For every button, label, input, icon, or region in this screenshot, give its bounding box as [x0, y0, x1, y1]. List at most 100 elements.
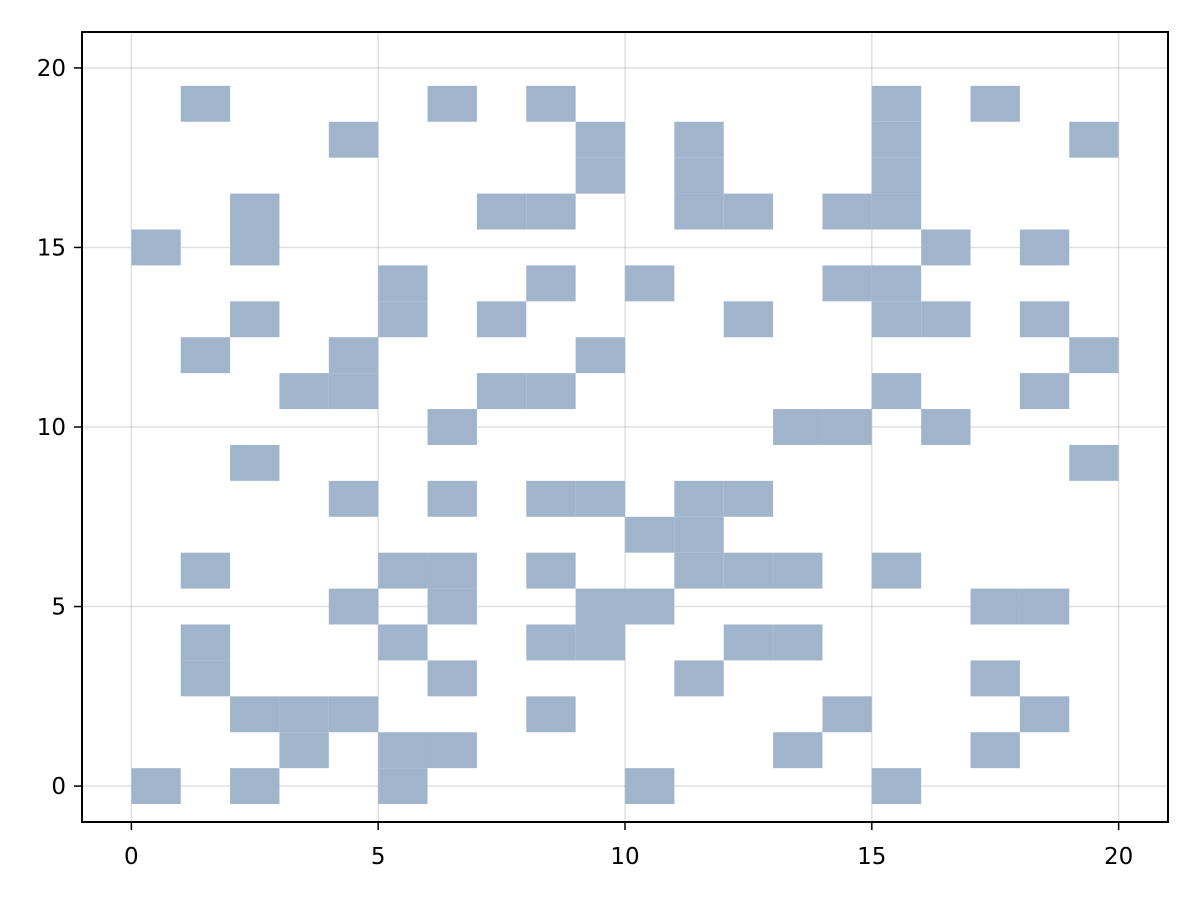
heatmap-cell — [180, 337, 231, 374]
heatmap-cell — [822, 193, 872, 230]
heatmap-cell — [378, 301, 428, 338]
x-tick-label: 15 — [857, 844, 886, 870]
y-tick-label: 15 — [37, 235, 66, 261]
heatmap-cell — [279, 373, 329, 410]
y-tick-label: 20 — [37, 56, 66, 82]
heatmap-cell — [871, 265, 922, 302]
heatmap-cell — [871, 121, 922, 158]
heatmap-cell — [1069, 337, 1119, 374]
heatmap-cell — [871, 373, 922, 410]
heatmap-cell — [575, 480, 625, 517]
heatmap-cell — [871, 768, 922, 805]
heatmap-cell — [328, 480, 379, 517]
heatmap-cell — [674, 193, 724, 230]
heatmap-cell — [526, 85, 576, 122]
heatmap-cell — [625, 768, 675, 805]
heatmap-cell — [625, 516, 675, 553]
heatmap-cell — [476, 301, 527, 338]
heatmap-cell — [476, 373, 527, 410]
heatmap-cell — [279, 732, 329, 769]
heatmap-cell — [131, 768, 181, 805]
axis-ticks — [74, 67, 1120, 830]
heatmap-cell — [575, 588, 625, 625]
axis-tick-labels: 0 5 10 15 20 0 5 10 15 20 — [37, 56, 1134, 870]
heatmap-cell — [427, 552, 477, 589]
heatmap-cell — [970, 85, 1020, 122]
heatmap-cell — [378, 732, 428, 769]
heatmap-cell — [1019, 588, 1070, 625]
heatmap-cell — [526, 624, 576, 661]
heatmap-cell — [279, 696, 329, 733]
heatmap-cell — [773, 732, 823, 769]
heatmap-cell — [871, 157, 922, 194]
heatmap-cell — [427, 660, 477, 697]
heatmap-cell — [180, 660, 231, 697]
heatmap-cell — [970, 732, 1020, 769]
heatmap-cell — [328, 373, 379, 410]
heatmap-cell — [427, 732, 477, 769]
heatmap-cell — [526, 373, 576, 410]
heatmap-cell — [526, 265, 576, 302]
x-tick-label: 20 — [1104, 844, 1133, 870]
heatmap-cell — [723, 624, 774, 661]
heatmap-cell — [378, 768, 428, 805]
heatmap-cell — [723, 193, 774, 230]
heatmap-cell — [230, 444, 280, 481]
heatmap-cell — [921, 301, 971, 338]
heatmap-cell — [378, 265, 428, 302]
heatmap-cell — [723, 480, 774, 517]
y-tick-label: 0 — [51, 774, 66, 800]
heatmap-cell — [773, 624, 823, 661]
heatmap-cell — [575, 157, 625, 194]
heatmap-cell — [526, 193, 576, 230]
heatmap-cell — [180, 552, 231, 589]
heatmap-cell — [328, 337, 379, 374]
heatmap-cell — [427, 85, 477, 122]
heatmap-cell — [921, 229, 971, 266]
heatmap-cell — [1019, 696, 1070, 733]
x-tick-label: 0 — [124, 844, 139, 870]
heatmap-cell — [871, 301, 922, 338]
y-tick-label: 10 — [37, 415, 66, 441]
heatmap-cell — [674, 516, 724, 553]
heatmap-cell — [970, 660, 1020, 697]
heatmap-cell — [625, 588, 675, 625]
heatmap-cell — [822, 265, 872, 302]
x-tick-label: 10 — [610, 844, 639, 870]
heatmap-cell — [575, 337, 625, 374]
heatmap-cell — [674, 157, 724, 194]
heatmap-cell — [230, 768, 280, 805]
heatmap-cell — [1069, 121, 1119, 158]
heatmap-cell — [328, 696, 379, 733]
heatmap-cell — [822, 696, 872, 733]
heatmap-cell — [526, 552, 576, 589]
heatmap-cell — [526, 696, 576, 733]
heatmap-cell — [822, 409, 872, 445]
heatmap-cell — [526, 480, 576, 517]
heatmap-cell — [1019, 301, 1070, 338]
heatmap-cell — [378, 552, 428, 589]
heatmap-cell — [674, 480, 724, 517]
heatmap-cell — [230, 193, 280, 230]
heatmap-cell — [970, 588, 1020, 625]
heatmap-cell — [575, 121, 625, 158]
heatmap-cell — [1019, 373, 1070, 410]
heatmap-cells — [131, 85, 1119, 805]
heatmap-cell — [674, 121, 724, 158]
heatmap-cell — [921, 409, 971, 445]
heatmap-cell — [1069, 444, 1119, 481]
heatmap-cell — [476, 193, 527, 230]
heatmap-cell — [575, 624, 625, 661]
heatmap-cell — [625, 265, 675, 302]
heatmap-cell — [871, 85, 922, 122]
heatmap-cell — [723, 552, 774, 589]
heatmap-cell — [328, 588, 379, 625]
heatmap-cell — [427, 480, 477, 517]
heatmap-cell — [427, 409, 477, 445]
heatmap-cell — [871, 193, 922, 230]
heatmap-cell — [723, 301, 774, 338]
heatmap-cell — [230, 301, 280, 338]
heatmap-cell — [378, 624, 428, 661]
heatmap-cell — [180, 85, 231, 122]
